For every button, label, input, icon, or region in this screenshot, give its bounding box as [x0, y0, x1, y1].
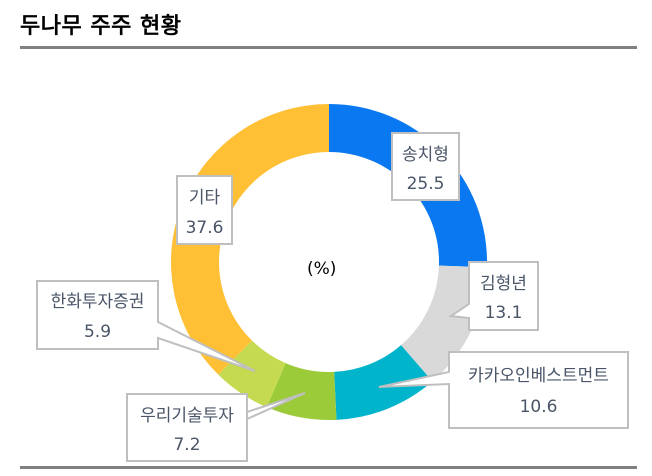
donut-slice — [218, 340, 286, 408]
bottom-divider — [20, 466, 637, 469]
donut-slice — [329, 104, 488, 268]
label-value: 7.2 — [173, 435, 200, 455]
callout-others: 기타 37.6 — [176, 175, 233, 245]
callout-labels: 송치형 25.5 김형년 13.1 카카오인베스트먼트 10.6 우리기술투자 … — [36, 132, 629, 462]
label-name: 김형년 — [480, 274, 527, 294]
label-name: 송치형 — [402, 145, 449, 165]
callout-hanwha-securities: 한화투자증권 5.9 — [36, 280, 256, 372]
label-name: 우리기술투자 — [140, 406, 234, 426]
donut-slice — [266, 363, 337, 420]
donut-slice — [171, 104, 329, 375]
unit-label: (%) — [307, 259, 337, 279]
donut-slices — [171, 104, 488, 420]
callout-songchihyung: 송치형 25.5 — [391, 132, 460, 201]
label-name: 한화투자증권 — [51, 292, 145, 312]
page-title: 두나무 주주 현황 — [20, 14, 182, 39]
label-value: 13.1 — [485, 303, 523, 323]
label-value: 37.6 — [186, 218, 224, 238]
callout-kakao-investment: 카카오인베스트먼트 10.6 — [378, 351, 629, 429]
donut-slice — [334, 345, 433, 420]
label-name: 기타 — [189, 188, 221, 208]
label-value: 10.6 — [520, 397, 558, 417]
title-divider — [20, 46, 637, 49]
donut-slice — [401, 265, 487, 382]
callout-woori-technology: 우리기술투자 7.2 — [126, 392, 306, 462]
label-value: 25.5 — [407, 174, 445, 194]
label-value: 5.9 — [84, 322, 111, 342]
callout-kimhyungnyun: 김형년 13.1 — [448, 261, 539, 331]
label-name: 카카오인베스트먼트 — [468, 366, 609, 386]
